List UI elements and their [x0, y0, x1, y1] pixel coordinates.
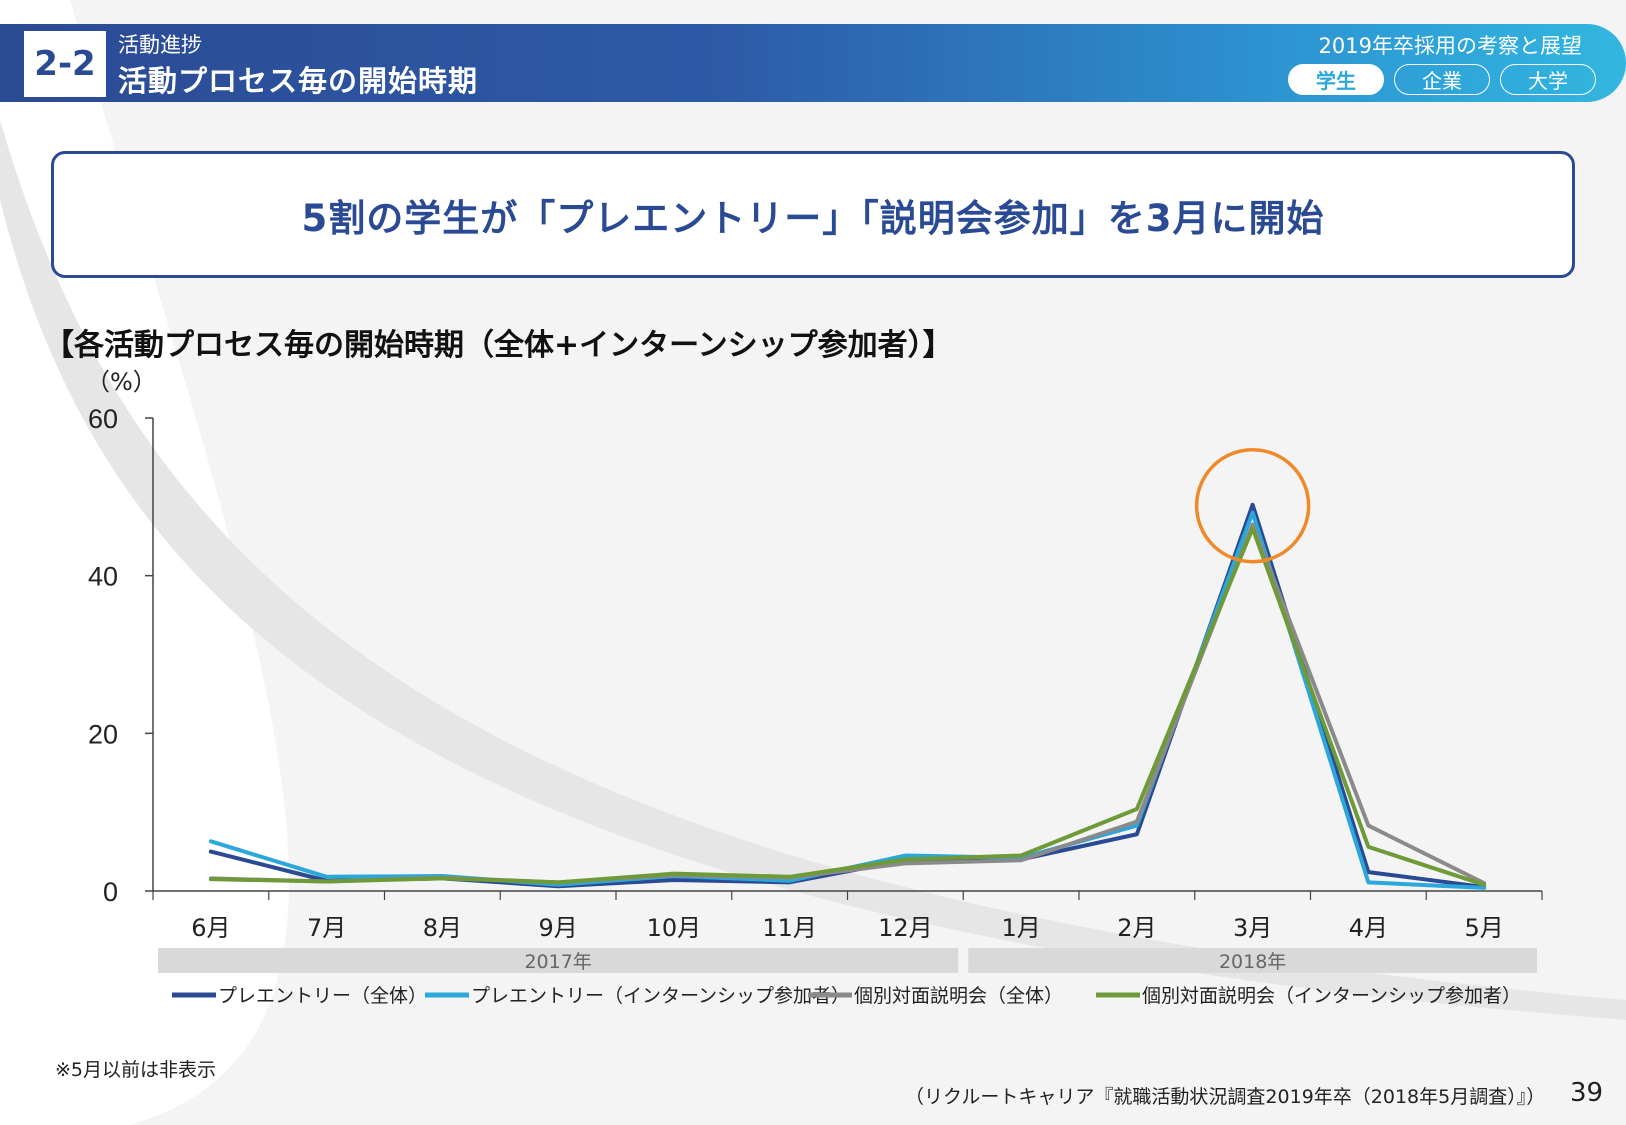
y-tick-labels: 0 20 40 60 （%）	[86, 368, 157, 907]
x-tick-label: 7月	[307, 914, 346, 942]
year-group-label: 2017年	[524, 951, 591, 973]
section-title: 活動プロセス毎の開始時期	[118, 64, 479, 98]
x-tick-label: 12月	[878, 914, 933, 942]
x-tick-label: 11月	[762, 914, 817, 942]
y-tick-label: 0	[103, 877, 118, 907]
footnote: ※5月以前は非表示	[55, 1059, 217, 1081]
tab-student[interactable]: 学生	[1288, 64, 1384, 95]
x-tick-label: 5月	[1464, 914, 1503, 942]
year-group-bar	[158, 948, 959, 973]
series-line-1	[208, 502, 1487, 890]
series-line-3	[208, 522, 1487, 886]
chart-axes	[145, 417, 1543, 900]
y-axis-label: （%）	[86, 368, 157, 396]
legend-label: プレエントリー（全体）	[218, 985, 427, 1007]
legend-label: 個別対面説明会（全体）	[854, 985, 1063, 1007]
legend-label: プレエントリー（インターンシップ参加者）	[471, 985, 850, 1007]
series-lines	[208, 502, 1487, 890]
x-tick-label: 1月	[1001, 914, 1040, 942]
audience-tabs: 学生 企業 大学	[1288, 64, 1596, 95]
background-gray-panel	[70, 0, 1626, 1125]
series-line-4	[208, 526, 1487, 887]
x-tick-label: 4月	[1349, 914, 1388, 942]
highlight-circle	[1194, 447, 1311, 564]
x-tick-label: 2月	[1117, 914, 1156, 942]
x-tick-label: 6月	[191, 914, 230, 942]
y-tick-label: 20	[88, 719, 118, 749]
headline-box: 5割の学生が「プレエントリー」「説明会参加」を3月に開始	[51, 151, 1575, 278]
page-number: 39	[1570, 1078, 1604, 1108]
chart-heading: 【各活動プロセス毎の開始時期（全体+インターンシップ参加者）】	[44, 328, 953, 363]
report-title: 2019年卒採用の考察と展望	[1318, 34, 1582, 58]
tab-company[interactable]: 企業	[1394, 64, 1490, 95]
x-tick-labels: 6月 7月 8月 9月 10月 11月 12月 1月 2月 3月 4月 5月	[191, 914, 1504, 942]
source-citation: （リクルートキャリア『就職活動状況調査2019年卒（2018年5月調査）』）	[905, 1086, 1546, 1108]
y-tick-label: 40	[88, 562, 118, 592]
x-tick-label: 10月	[647, 914, 702, 942]
y-tick-label: 60	[88, 404, 118, 434]
legend-label: 個別対面説明会（インターンシップ参加者）	[1142, 985, 1521, 1007]
chart-legend: プレエントリー（全体） プレエントリー（インターンシップ参加者） 個別対面説明会（全…	[172, 985, 1521, 1007]
year-group-bar	[968, 948, 1537, 973]
x-tick-label: 9月	[538, 914, 577, 942]
highlight-layer	[1194, 447, 1311, 564]
series-line-2	[208, 510, 1487, 890]
x-tick-label: 3月	[1233, 914, 1272, 942]
year-group-bars: 2017年 2018年	[158, 948, 1537, 973]
year-group-label: 2018年	[1219, 951, 1286, 973]
headline-text: 5割の学生が「プレエントリー」「説明会参加」を3月に開始	[301, 196, 1325, 240]
section-subtitle: 活動進捗	[118, 33, 202, 57]
tab-university[interactable]: 大学	[1500, 64, 1596, 95]
x-tick-label: 8月	[423, 914, 462, 942]
section-number-badge: 2-2	[24, 31, 106, 97]
